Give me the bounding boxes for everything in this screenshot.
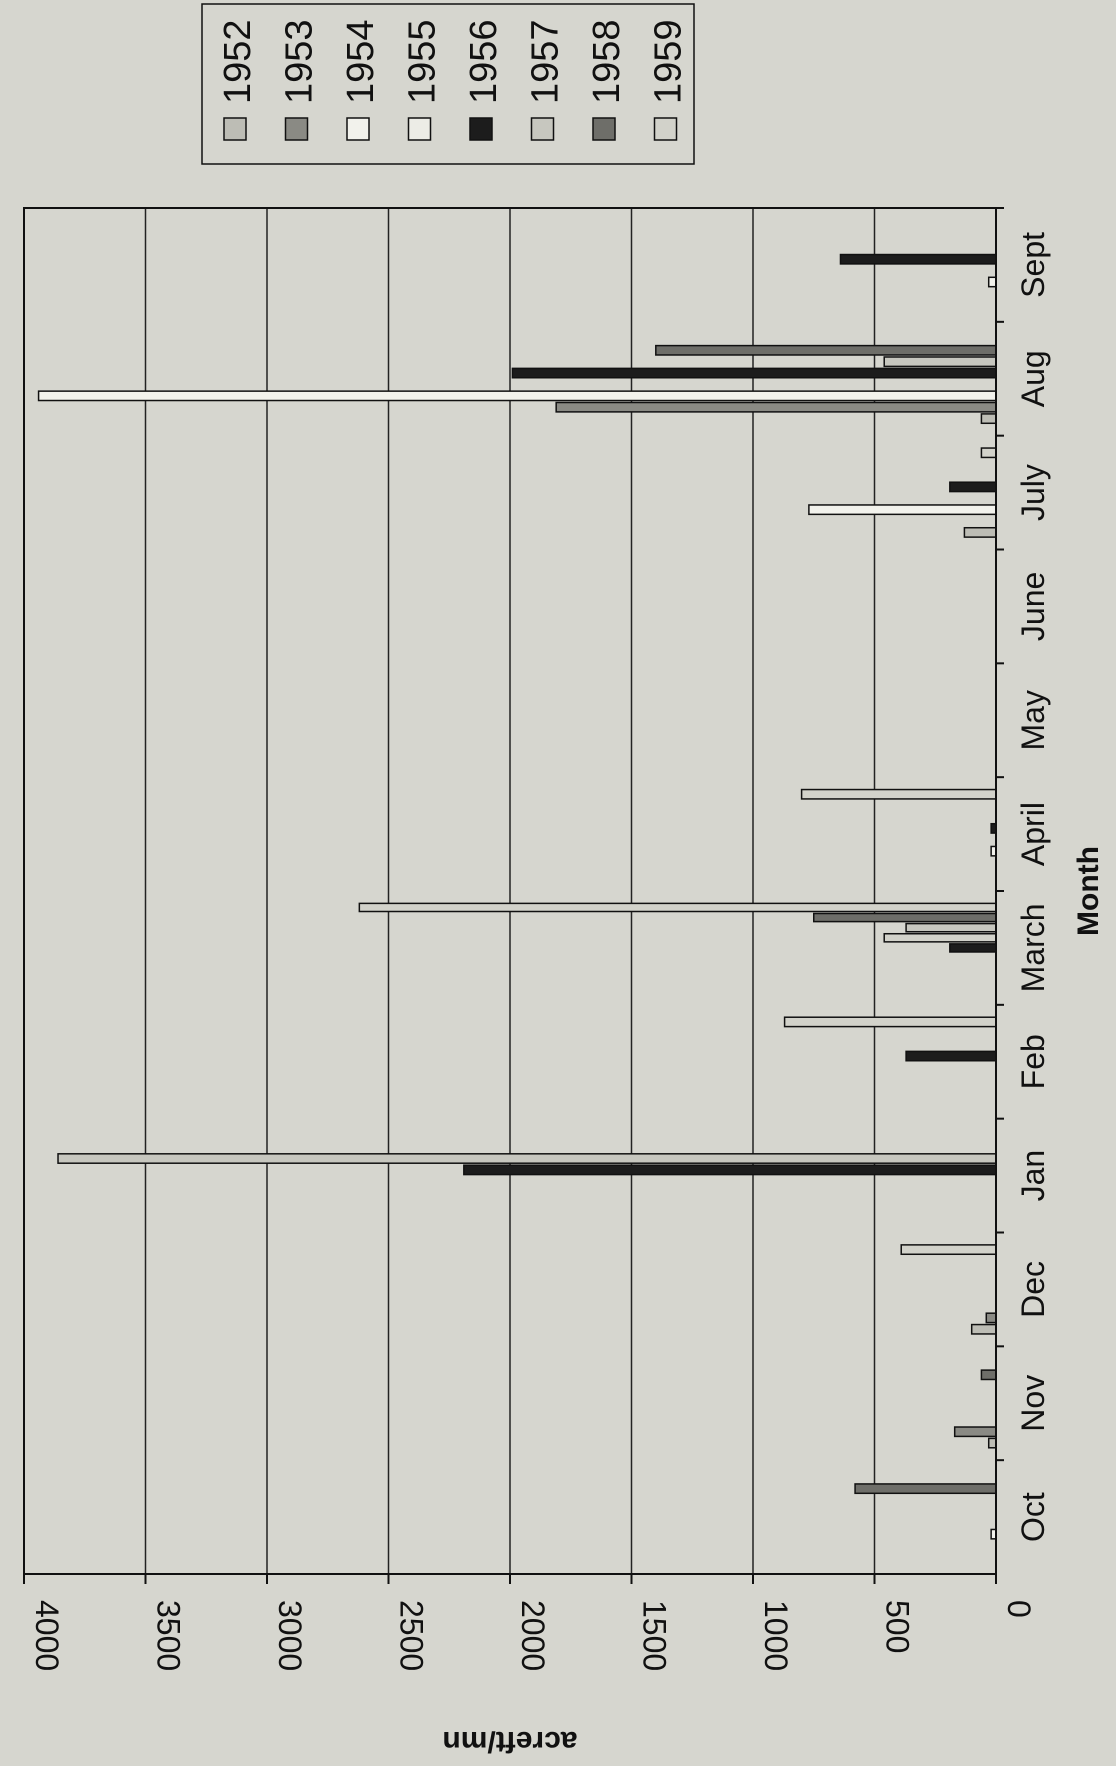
value-tick-label: 3500 — [151, 1600, 187, 1671]
category-tick-label: Feb — [1015, 1034, 1051, 1089]
category-axis-ticks: Oct Nov Dec Jan Feb March April May June July Aug S… — [996, 207, 1051, 1542]
bar — [783, 1016, 997, 1028]
bar — [985, 1312, 997, 1324]
value-tick-label: 500 — [880, 1600, 916, 1653]
bar — [949, 481, 997, 493]
bar — [963, 526, 997, 538]
legend-label: 1959 — [648, 19, 690, 104]
category-tick-label: Jan — [1015, 1150, 1051, 1202]
value-tick-label: 3000 — [272, 1600, 308, 1671]
legend-label: 1956 — [463, 19, 505, 104]
legend-swatch — [592, 117, 616, 141]
legend-label: 1957 — [525, 19, 567, 104]
category-tick-label: Sept — [1015, 232, 1051, 298]
legend: 1952 1953 1954 1955 1956 1957 1958 1959 — [201, 3, 695, 165]
bar — [980, 1369, 997, 1381]
bar — [970, 1323, 997, 1335]
bar — [949, 943, 997, 953]
value-tick-label: 1000 — [758, 1600, 794, 1671]
category-tick-label: Aug — [1015, 350, 1051, 407]
category-tick-label: Nov — [1015, 1375, 1051, 1432]
legend-swatch — [469, 117, 493, 141]
value-axis-ticks: 0 500 1000 1500 2000 2500 3000 3500 4000 — [23, 1574, 1037, 1671]
x-axis-title: Month — [1072, 846, 1105, 936]
category-tick-label: March — [1015, 903, 1051, 992]
bar — [813, 912, 997, 923]
gridlines — [144, 208, 876, 1574]
legend-label: 1952 — [217, 19, 259, 104]
legend-label: 1954 — [340, 19, 382, 104]
bar — [987, 1437, 997, 1449]
bar — [883, 356, 997, 368]
value-tick-label: 4000 — [29, 1600, 65, 1671]
value-tick-label: 2500 — [394, 1600, 430, 1671]
legend-label: 1958 — [586, 19, 628, 104]
bar — [980, 447, 997, 459]
legend-swatch — [346, 117, 370, 141]
bar — [987, 276, 997, 288]
legend-swatch — [653, 117, 678, 141]
bar — [463, 1164, 997, 1176]
legend-swatch — [530, 117, 555, 141]
bar — [839, 253, 997, 265]
bar — [655, 344, 997, 356]
bar — [900, 1244, 997, 1256]
bar — [358, 902, 997, 913]
category-tick-label: July — [1015, 464, 1051, 521]
bar — [905, 922, 997, 933]
category-tick-label: May — [1015, 690, 1051, 750]
bar — [883, 932, 997, 943]
category-tick-label: Oct — [1015, 1492, 1051, 1542]
bar — [37, 390, 997, 402]
bar — [980, 413, 997, 425]
y-axis-title: acreft/mn — [442, 1725, 577, 1758]
bar — [953, 1426, 997, 1438]
legend-label: 1953 — [279, 19, 321, 104]
bar — [854, 1483, 997, 1495]
bar — [555, 401, 997, 413]
legend-swatch — [407, 117, 432, 141]
legend-label: 1955 — [402, 19, 444, 104]
bar — [905, 1050, 997, 1062]
legend-swatch — [223, 117, 247, 141]
category-tick-label: Dec — [1015, 1261, 1051, 1318]
bar — [511, 367, 997, 379]
bar — [800, 788, 997, 800]
legend-swatch — [284, 117, 309, 141]
category-tick-label: April — [1015, 802, 1051, 866]
value-tick-label: 2000 — [515, 1600, 551, 1671]
value-tick-label: 0 — [1001, 1600, 1037, 1618]
bar — [808, 504, 997, 516]
bar — [57, 1153, 997, 1164]
value-tick-label: 1500 — [637, 1600, 673, 1671]
category-tick-label: June — [1015, 572, 1051, 641]
